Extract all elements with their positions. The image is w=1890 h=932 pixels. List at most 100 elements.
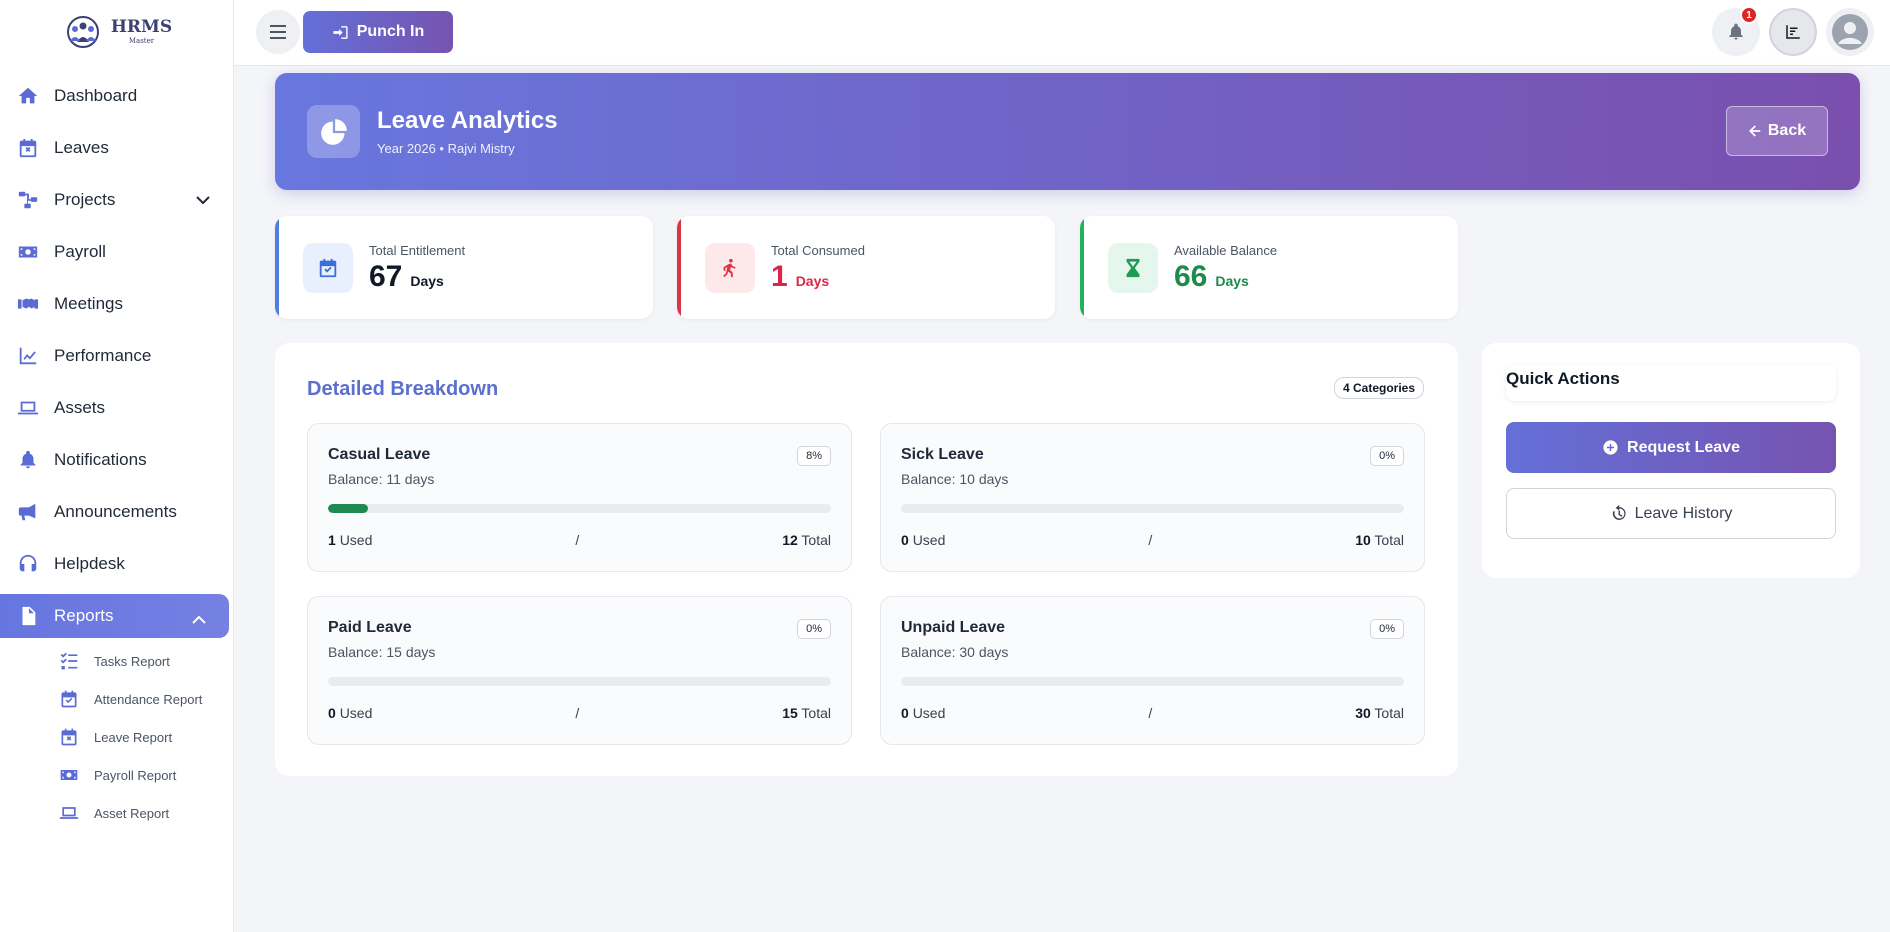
separator: / [1148, 705, 1153, 721]
stat-label: Total Consumed [771, 243, 865, 258]
request-leave-label: Request Leave [1627, 438, 1740, 456]
bell-icon [1729, 23, 1743, 40]
sidebar-subitem-label: Asset Report [94, 805, 170, 821]
brand-name: HRMS [110, 17, 173, 37]
brand-sub: Master [128, 37, 155, 45]
stat-value: 67 Days [369, 260, 444, 294]
total-count: 10 Total [1355, 532, 1404, 548]
brand-logo[interactable]: HRMS Master [0, 0, 233, 64]
sidebar-item-label: Helpdesk [54, 554, 125, 573]
request-leave-button[interactable]: Request Leave [1506, 422, 1836, 473]
reports-submenu: Tasks Report Attendance Report Leave Rep… [0, 642, 233, 832]
separator: / [575, 532, 580, 548]
stat-value: 66 Days [1174, 260, 1249, 294]
sidebar-item-reports[interactable]: Reports [0, 594, 229, 638]
usage-percent-badge: 0% [1370, 446, 1404, 466]
back-button[interactable]: Back [1726, 106, 1828, 156]
detailed-breakdown-panel: Detailed Breakdown 4 Categories Casual L… [275, 343, 1458, 776]
sidebar-item-label: Announcements [54, 502, 177, 521]
money-bill-icon [16, 240, 40, 264]
notification-count-badge: 1 [1740, 6, 1758, 24]
analytics-button[interactable] [1769, 8, 1817, 56]
sidebar-item-performance[interactable]: Performance [0, 330, 233, 382]
sidebar-item-leaves[interactable]: Leaves [0, 122, 233, 174]
leave-balance: Balance: 15 days [328, 644, 436, 660]
arrow-left-icon [1748, 125, 1761, 137]
sidebar-item-label: Notifications [54, 450, 147, 469]
hourglass-icon [1108, 243, 1158, 293]
back-label: Back [1767, 122, 1807, 139]
stat-label: Total Entitlement [369, 243, 466, 258]
sidebar-item-label: Leaves [54, 138, 109, 157]
sidebar-subitem-label: Attendance Report [94, 691, 203, 707]
sidebar-item-notifications[interactable]: Notifications [0, 434, 233, 486]
avatar-icon [1832, 14, 1868, 50]
leave-analytics-header: Leave Analytics Year 2026 • Rajvi Mistry… [275, 73, 1860, 190]
file-icon [16, 604, 40, 628]
stat-card-total-entitlement: Total Entitlement 67 Days [275, 216, 653, 319]
usage-progress-fill [328, 504, 369, 513]
used-count: 0 Used [901, 532, 946, 548]
walking-icon [705, 243, 755, 293]
leave-type-name: Paid Leave [328, 619, 412, 636]
laptop-icon [16, 396, 40, 420]
sidebar-item-announcements[interactable]: Announcements [0, 486, 233, 538]
usage-progress-bar [901, 677, 1404, 686]
project-diagram-icon [16, 188, 40, 212]
usage-percent-badge: 0% [797, 619, 831, 639]
laptop-icon [58, 802, 80, 824]
leave-balance: Balance: 30 days [901, 644, 1009, 660]
history-icon [1612, 505, 1626, 520]
sidebar-item-label: Payroll [54, 242, 106, 261]
bell-icon [16, 448, 40, 472]
calendar-x-icon [16, 136, 40, 160]
user-avatar-button[interactable] [1826, 8, 1874, 56]
chevron-down-icon[interactable] [195, 192, 211, 208]
sidebar-subitem-tasks-report[interactable]: Tasks Report [0, 642, 233, 680]
total-count: 15 Total [782, 705, 831, 721]
sidebar-item-label: Meetings [54, 294, 123, 313]
stat-value: 1 Days [771, 260, 829, 294]
chart-pie-icon [307, 105, 360, 158]
sidebar-subitem-attendance-report[interactable]: Attendance Report [0, 680, 233, 718]
sidebar-item-assets[interactable]: Assets [0, 382, 233, 434]
handshake-icon [16, 292, 40, 316]
menu-toggle-button[interactable] [256, 10, 300, 54]
home-icon [16, 84, 40, 108]
sidebar-item-label: Assets [54, 398, 106, 417]
stat-number: 67 [369, 260, 403, 293]
leave-card-casual: Casual Leave Balance: 11 days 8% 1 Used … [307, 423, 852, 572]
bullhorn-icon [16, 500, 40, 524]
sidebar-item-dashboard[interactable]: Dashboard [0, 70, 233, 122]
sidebar-subitem-leave-report[interactable]: Leave Report [0, 718, 233, 756]
stat-card-total-consumed: Total Consumed 1 Days [677, 216, 1055, 319]
notifications-button[interactable]: 1 [1712, 6, 1760, 56]
sidebar-item-projects[interactable]: Projects [0, 174, 233, 226]
sidebar: HRMS Master Dashboard Leaves Projects Pa… [0, 0, 234, 932]
leave-card-unpaid: Unpaid Leave Balance: 30 days 0% 0 Used … [880, 596, 1425, 745]
usage-summary: 0 Used / 15 Total [328, 705, 831, 721]
quick-actions-title: Quick Actions [1506, 365, 1836, 401]
sidebar-item-helpdesk[interactable]: Helpdesk [0, 538, 233, 590]
used-count: 1 Used [328, 532, 373, 548]
tasks-icon [58, 650, 80, 672]
calendar-check-icon [58, 688, 80, 710]
stat-unit: Days [1215, 273, 1249, 289]
headset-icon [16, 552, 40, 576]
calendar-check-icon [303, 243, 353, 293]
sidebar-subitem-asset-report[interactable]: Asset Report [0, 794, 233, 832]
punch-in-button[interactable]: Punch In [303, 11, 453, 53]
leave-history-button[interactable]: Leave History [1506, 488, 1836, 539]
chevron-up-icon[interactable] [191, 612, 207, 628]
sidebar-subitem-payroll-report[interactable]: Payroll Report [0, 756, 233, 794]
sign-in-icon [333, 25, 348, 39]
logo-people-icon [66, 16, 99, 48]
punch-in-label: Punch In [356, 23, 425, 40]
stat-number: 66 [1174, 260, 1208, 293]
sidebar-item-payroll[interactable]: Payroll [0, 226, 233, 278]
stat-number: 1 [771, 260, 788, 293]
sidebar-item-meetings[interactable]: Meetings [0, 278, 233, 330]
chart-bar-icon [1786, 25, 1800, 39]
stat-label: Available Balance [1174, 243, 1278, 258]
leave-history-label: Leave History [1634, 504, 1733, 522]
